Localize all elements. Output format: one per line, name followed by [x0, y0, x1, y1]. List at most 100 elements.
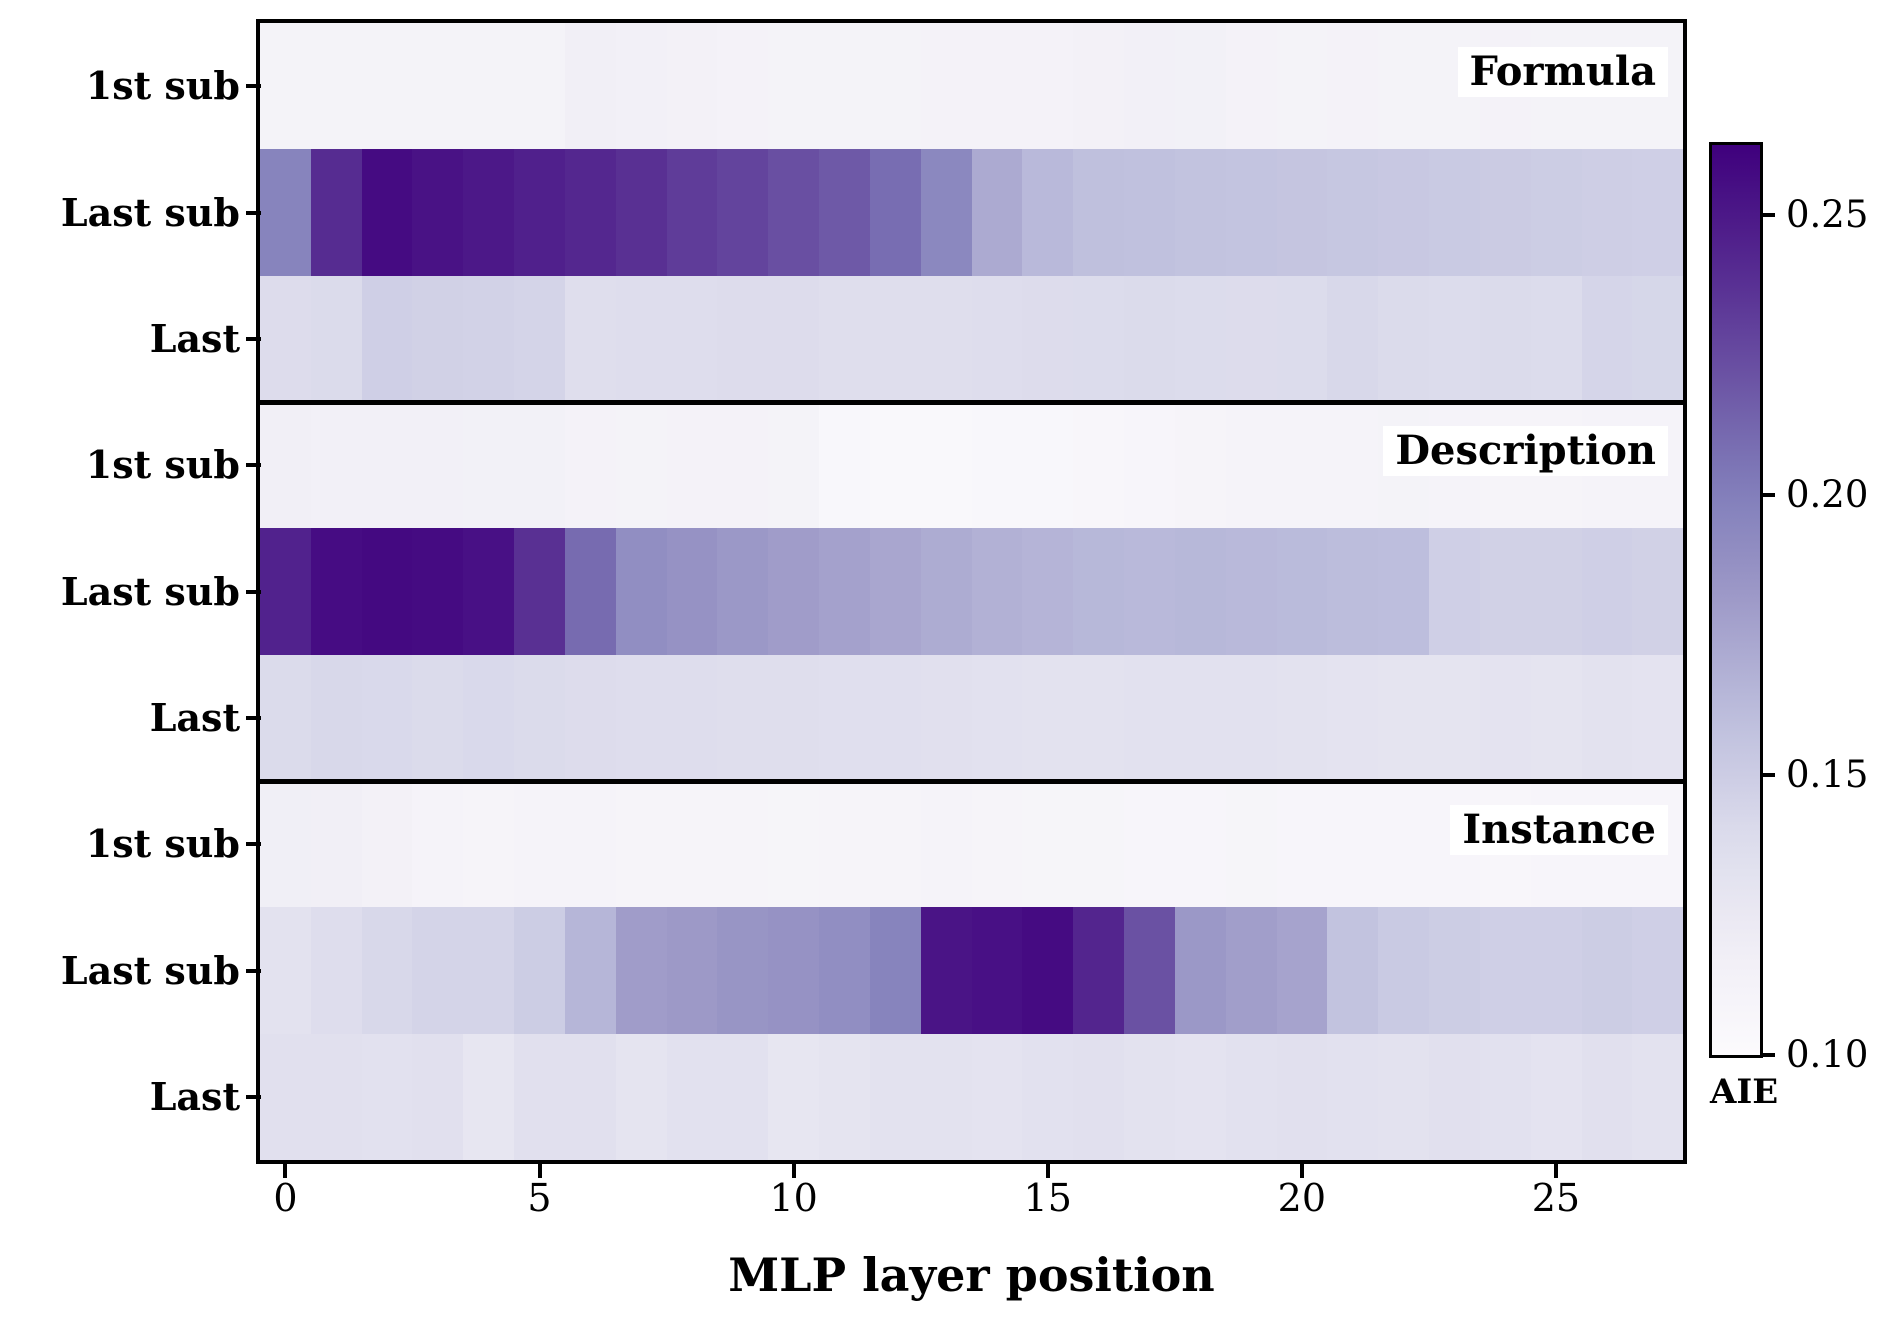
y-tick-mark: [246, 336, 261, 341]
heatmap-cell: [1479, 528, 1531, 655]
heatmap-cell: [1378, 654, 1430, 781]
heatmap-cell: [1327, 528, 1379, 655]
heatmap-cell: [1073, 149, 1125, 276]
heatmap-cell: [310, 402, 362, 529]
heatmap-cell: [869, 1033, 921, 1160]
heatmap-cell: [971, 1033, 1023, 1160]
heatmap-cell: [1276, 275, 1328, 402]
heatmap-cell: [361, 23, 413, 150]
x-tick-mark: [283, 1162, 288, 1178]
heatmap-cell: [1429, 528, 1480, 655]
heatmap-cell: [1174, 781, 1226, 908]
y-tick-mark: [246, 589, 261, 594]
heatmap-cell: [666, 907, 718, 1034]
heatmap-cell: [717, 781, 769, 908]
row-label: Last: [149, 1073, 240, 1119]
heatmap-cell: [819, 149, 870, 276]
heatmap-cell: [260, 907, 311, 1034]
heatmap-cell: [615, 781, 667, 908]
panel-title-formula: Formula: [1457, 47, 1668, 97]
heatmap-cell: [819, 1033, 870, 1160]
heatmap-cell: [1073, 907, 1125, 1034]
x-tick-label: 20: [1277, 1176, 1326, 1220]
heatmap-row: [260, 907, 1684, 1034]
colorbar-label: AIE: [1710, 1072, 1779, 1112]
heatmap-cell: [1124, 23, 1175, 150]
x-tick-label: 10: [769, 1176, 818, 1220]
heatmap-cell: [361, 149, 413, 276]
heatmap-cell: [463, 23, 515, 150]
heatmap-cell: [1073, 402, 1125, 529]
heatmap-cell: [564, 654, 616, 781]
heatmap-cell: [1276, 528, 1328, 655]
heatmap-cell: [717, 654, 769, 781]
heatmap-cell: [1581, 149, 1633, 276]
colorbar-tick-mark: [1761, 1053, 1775, 1057]
heatmap-cell: [1276, 907, 1328, 1034]
heatmap-cell: [1174, 1033, 1226, 1160]
heatmap-cell: [666, 402, 718, 529]
heatmap-cell: [260, 149, 311, 276]
heatmap-cell: [1174, 149, 1226, 276]
heatmap-cell: [260, 275, 311, 402]
x-tick-label: 25: [1531, 1176, 1581, 1220]
heatmap-cell: [310, 907, 362, 1034]
heatmap-cell: [412, 654, 464, 781]
heatmap-cell: [1327, 1033, 1379, 1160]
heatmap-cell: [1073, 23, 1125, 150]
heatmap-cell: [1225, 23, 1277, 150]
heatmap-cell: [310, 1033, 362, 1160]
heatmap-cell: [1276, 781, 1328, 908]
heatmap-cell: [1632, 149, 1684, 276]
heatmap-cell: [514, 907, 565, 1034]
heatmap-cell: [1530, 149, 1582, 276]
y-tick-mark: [246, 842, 261, 847]
heatmap-cell: [1124, 907, 1175, 1034]
heatmap-cell: [1073, 275, 1125, 402]
heatmap-cell: [666, 654, 718, 781]
heatmap-row: [260, 528, 1684, 655]
heatmap-cell: [1530, 1033, 1582, 1160]
heatmap-cell: [1378, 149, 1430, 276]
heatmap-cell: [1581, 275, 1633, 402]
y-tick-mark: [246, 463, 261, 468]
heatmap-cell: [1022, 402, 1074, 529]
heatmap-cell: [971, 907, 1023, 1034]
heatmap-cell: [1225, 1033, 1277, 1160]
heatmap-cell: [1225, 149, 1277, 276]
heatmap-cell: [1327, 781, 1379, 908]
heatmap-cell: [1276, 1033, 1328, 1160]
heatmap-cell: [412, 1033, 464, 1160]
heatmap-cell: [1073, 654, 1125, 781]
heatmap-cell: [1174, 528, 1226, 655]
heatmap-cell: [1225, 781, 1277, 908]
heatmap-cell: [971, 275, 1023, 402]
x-tick-mark: [1553, 1162, 1558, 1178]
heatmap-cell: [869, 402, 921, 529]
heatmap-cell: [1225, 654, 1277, 781]
heatmap-cell: [260, 23, 311, 150]
x-axis-label: MLP layer position: [728, 1248, 1215, 1302]
heatmap-cell: [768, 1033, 820, 1160]
heatmap-cell: [1225, 528, 1277, 655]
heatmap-cell: [1327, 402, 1379, 529]
heatmap-cell: [514, 654, 565, 781]
heatmap-cell: [463, 654, 515, 781]
row-label: Last sub: [60, 189, 240, 235]
heatmap-cell: [666, 781, 718, 908]
heatmap-cell: [1378, 907, 1430, 1034]
heatmap-cell: [971, 402, 1023, 529]
heatmap-cell: [564, 781, 616, 908]
heatmap-cell: [1327, 907, 1379, 1034]
heatmap-cell: [1276, 654, 1328, 781]
heatmap-cell: [463, 402, 515, 529]
heatmap-cell: [1429, 907, 1480, 1034]
heatmap-cell: [615, 402, 667, 529]
heatmap-cell: [514, 149, 565, 276]
heatmap-cell: [564, 23, 616, 150]
heatmap-cell: [1225, 402, 1277, 529]
heatmap-cell: [666, 275, 718, 402]
heatmap-cell: [666, 1033, 718, 1160]
y-tick-mark: [246, 715, 261, 720]
